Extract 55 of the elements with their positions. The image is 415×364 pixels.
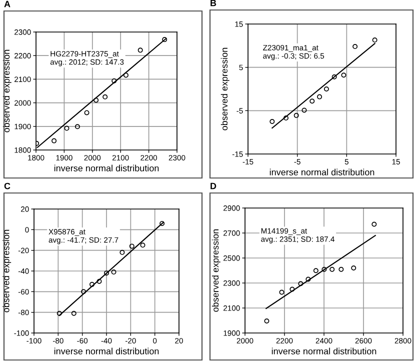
point [81, 289, 86, 294]
x-axis-title: inverse normal distribution [272, 348, 376, 354]
point [332, 74, 337, 80]
point [302, 108, 307, 113]
point [71, 310, 76, 316]
point [372, 222, 377, 227]
point [102, 94, 108, 100]
point [140, 242, 146, 248]
point [279, 290, 284, 295]
point [310, 98, 315, 104]
point [283, 116, 288, 121]
point [298, 281, 304, 286]
point [270, 118, 275, 124]
point [162, 37, 168, 42]
point [111, 270, 116, 275]
chart-title: B [210, 0, 216, 6]
point [290, 286, 295, 292]
y-axis-title: observed expression [220, 48, 230, 130]
x-axis-title: inverse normal distribution [54, 348, 159, 354]
point [306, 276, 311, 282]
point [341, 72, 346, 78]
y-axis-title: observed expression [2, 50, 12, 132]
point [56, 310, 62, 316]
point [330, 266, 335, 272]
point [351, 265, 356, 271]
point [104, 270, 110, 276]
point [352, 44, 358, 50]
x-axis-title: inverse normal distribution [54, 164, 159, 172]
point [160, 220, 165, 226]
point [84, 110, 90, 116]
chart-title: A [4, 0, 10, 8]
chart-title: C [4, 182, 10, 190]
y-axis-title: observed expression [212, 229, 220, 312]
chart-title: D [210, 182, 216, 190]
point [138, 48, 143, 53]
point [322, 266, 327, 272]
y-axis-title: observed expression [2, 230, 12, 312]
point [317, 94, 322, 100]
point [96, 278, 102, 284]
point [112, 78, 117, 84]
point [64, 126, 70, 131]
point [338, 266, 344, 272]
point [52, 138, 57, 144]
point [74, 124, 80, 130]
point [89, 282, 95, 287]
point [120, 250, 125, 255]
point [324, 86, 329, 92]
point [294, 112, 299, 118]
point [372, 38, 378, 43]
point [264, 318, 270, 324]
point [123, 72, 128, 78]
point [313, 268, 318, 274]
point [94, 98, 99, 103]
x-axis-title: inverse normal distribution [270, 168, 374, 176]
point [129, 244, 134, 249]
